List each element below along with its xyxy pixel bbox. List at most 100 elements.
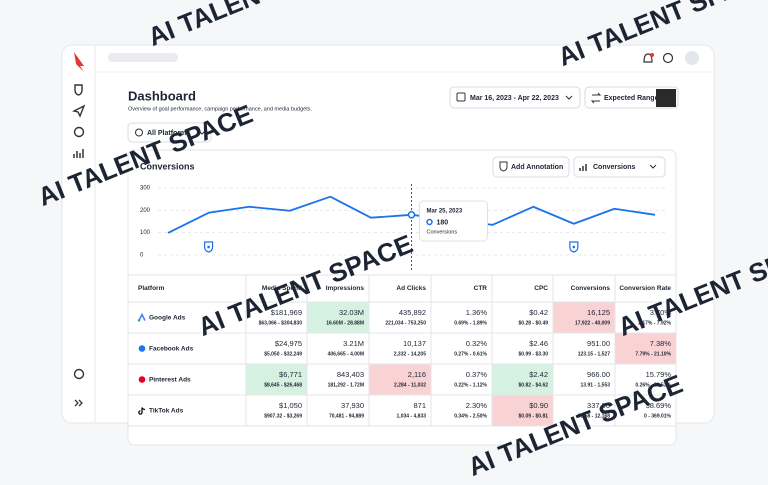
column-header: Conversions	[571, 285, 611, 292]
shield-icon	[499, 161, 508, 172]
calendar-icon	[456, 92, 466, 102]
annotation-dot	[207, 245, 210, 249]
cell-range: 0.27% - 0.61%	[454, 351, 487, 357]
y-tick-label: 0	[140, 253, 144, 259]
cell-value: 1.36%	[466, 308, 488, 317]
notifications[interactable]	[643, 53, 653, 63]
cell-value: $24,975	[275, 339, 302, 348]
cell-range: 2,284 - 11,032	[394, 382, 426, 388]
chart: 0 100 200 300 Mar 25, 2023 180 Conversions	[140, 184, 665, 272]
cell-value: 0.37%	[466, 370, 488, 379]
y-tick-label: 100	[140, 230, 151, 236]
cell-value: 951.00	[587, 339, 610, 348]
cell-range: $8,645 - $26,468	[264, 382, 302, 388]
cell-range: 7.79% - 21.10%	[635, 351, 671, 357]
cell-value: 966.00	[587, 370, 610, 379]
tooltip-swatch	[426, 218, 433, 226]
cell-range: $63,066 - $304,830	[259, 320, 303, 326]
nav-campaigns[interactable]	[71, 104, 86, 118]
cell-value: 15.79%	[646, 370, 672, 379]
cell-range: 1,034 - 4,833	[397, 413, 427, 419]
cell-range: 0.69% - 1.89%	[454, 320, 487, 326]
cell-value: $2.46	[529, 339, 548, 348]
card-title: Conversions	[140, 161, 195, 171]
cell-highlight	[246, 364, 307, 395]
settings[interactable]	[73, 368, 85, 380]
cell-value: 2,116	[408, 370, 426, 379]
cell-highlight	[307, 302, 369, 333]
cell-value: $6,771	[279, 370, 302, 379]
swap-icon	[590, 92, 602, 104]
date-picker[interactable]	[449, 86, 581, 109]
add-annotation-button[interactable]	[492, 156, 570, 178]
column-header: Media Spend	[262, 285, 302, 292]
logo[interactable]	[74, 52, 84, 72]
table: Platform Media Spend Impressions Ad Clicks C…	[128, 275, 676, 427]
nav-reports[interactable]	[73, 149, 84, 158]
breadcrumb-placeholder	[108, 53, 178, 62]
column-header: Impressions	[326, 285, 365, 292]
cell-highlight	[553, 302, 615, 333]
cell-range: 0.22% - 1.12%	[454, 382, 487, 388]
toggle[interactable]	[656, 89, 676, 107]
platform-name: Facebook Ads	[149, 346, 194, 353]
cell-range: $0.28 - $0.49	[519, 320, 549, 326]
chevron	[649, 164, 657, 169]
column-header: Conversion Rate	[619, 285, 671, 292]
cell-value: 7.38%	[650, 339, 672, 348]
cell-range: 2.17% - 7.92%	[638, 320, 671, 326]
platform-filter-label: All Platforms	[147, 130, 190, 137]
nav-audience[interactable]	[73, 126, 85, 138]
cell-range: 221,034 - 753,250	[385, 320, 426, 326]
metric-select-label: Conversions	[593, 164, 636, 171]
cell-highlight	[615, 333, 676, 364]
cell-value: $2.42	[529, 370, 548, 379]
cell-value: 3.21M	[343, 339, 364, 348]
tooltip-value: 180	[437, 219, 449, 226]
cell-value: 10,137	[403, 339, 426, 348]
platform-name: Google Ads	[149, 315, 186, 322]
cell-value: $0.42	[529, 308, 548, 317]
platform-name: TikTok Ads	[149, 408, 184, 415]
cell-value: 32.03M	[339, 308, 364, 317]
cell-range: $0.99 - $3.30	[519, 351, 549, 357]
cell-range: 2,332 - 14,205	[394, 351, 426, 357]
cell-range: $0.82 - $4.62	[519, 382, 549, 388]
cell-value: 337.00	[587, 401, 610, 410]
cell-value: 37,930	[341, 401, 364, 410]
platform-filter[interactable]	[127, 122, 212, 143]
cell-value: 38.69%	[646, 401, 672, 410]
cell-highlight	[492, 395, 553, 426]
nav-goals[interactable]	[74, 84, 83, 96]
column-header: Platform	[138, 285, 165, 292]
cell-range: 123.15 - 1,527	[578, 351, 610, 357]
column-header: CPC	[534, 285, 548, 292]
expected-range-button[interactable]	[584, 86, 679, 109]
cell-range: 0.34% - 2.50%	[454, 413, 487, 419]
y-tick-label: 300	[140, 186, 151, 192]
tooltip	[419, 200, 488, 242]
tooltip-series: Conversions	[427, 229, 458, 235]
cell-range: 70,481 - 94,889	[329, 413, 364, 419]
cell-range: 0 - 369.01%	[644, 413, 672, 419]
platform-name: Pinterest Ads	[149, 377, 191, 384]
cell-range: $5,050 - $32,249	[264, 351, 302, 357]
platform-icon	[138, 407, 146, 415]
cell-highlight	[492, 364, 553, 395]
cell-highlight	[369, 364, 431, 395]
avatar[interactable]	[685, 51, 699, 65]
expand-sidebar[interactable]	[74, 399, 83, 407]
platform-icon	[138, 345, 146, 352]
expected-range: Expected Range	[604, 95, 659, 102]
cell-value: 435,892	[399, 308, 426, 317]
plus-icon	[135, 128, 143, 137]
cell-value: $1,050	[279, 401, 302, 410]
chevron	[198, 130, 206, 135]
cell-value: $0.90	[529, 401, 548, 410]
help[interactable]	[662, 52, 674, 64]
platform-icon	[138, 312, 146, 321]
metric-select[interactable]	[573, 156, 666, 178]
cell-value: 871	[413, 401, 426, 410]
